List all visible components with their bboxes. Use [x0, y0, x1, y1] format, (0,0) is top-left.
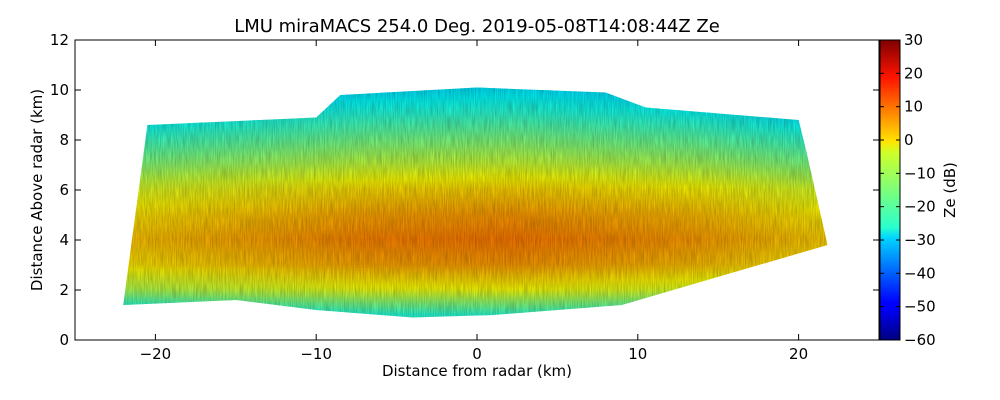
y-tick-label: 6 [59, 181, 69, 199]
colorbar-tick-label: −10 [904, 164, 936, 182]
y-tick-label: 10 [50, 81, 69, 99]
y-ticks: 0 2 4 6 8 10 12 [50, 31, 879, 349]
colorbar-tick-label: −30 [904, 231, 936, 249]
colorbar-tick-label: 30 [904, 31, 923, 49]
colorbar-tick-label: 20 [904, 64, 923, 82]
x-ticks: −20 −10 0 10 20 [140, 40, 808, 363]
echo-field [123, 87, 828, 318]
y-tick-label: 4 [59, 231, 69, 249]
colorbar-tick-label: −40 [904, 264, 936, 282]
colorbar-gradient [879, 39, 901, 341]
colorbar-tick-label: −60 [904, 331, 936, 349]
colorbar: 30 20 10 0 −10 −20 −30 −40 −50 −60 Ze (dB) [879, 31, 959, 349]
echo-texture [123, 87, 828, 318]
x-tick-label: 10 [628, 345, 647, 363]
y-tick-label: 8 [59, 131, 69, 149]
y-tick-label: 2 [59, 281, 69, 299]
plot-area: −20 −10 0 10 20 0 2 4 6 8 10 12 [50, 31, 880, 363]
colorbar-tick-label: 0 [904, 131, 914, 149]
colorbar-tick-label: 10 [904, 98, 923, 116]
colorbar-label: Ze (dB) [941, 162, 959, 218]
x-axis-label: Distance from radar (km) [382, 362, 572, 380]
x-tick-label: 20 [789, 345, 808, 363]
colorbar-tick-label: −20 [904, 198, 936, 216]
x-tick-label: −10 [300, 345, 332, 363]
colorbar-tick-label: −50 [904, 298, 936, 316]
colorbar-ticks: 30 20 10 0 −10 −20 −30 −40 −50 −60 [880, 31, 936, 349]
chart-title: LMU miraMACS 254.0 Deg. 2019-05-08T14:08… [234, 16, 720, 37]
y-axis-label: Distance Above radar (km) [28, 89, 46, 291]
y-tick-label: 0 [59, 331, 69, 349]
y-tick-label: 12 [50, 31, 69, 49]
x-tick-label: −20 [140, 345, 172, 363]
x-tick-label: 0 [472, 345, 482, 363]
